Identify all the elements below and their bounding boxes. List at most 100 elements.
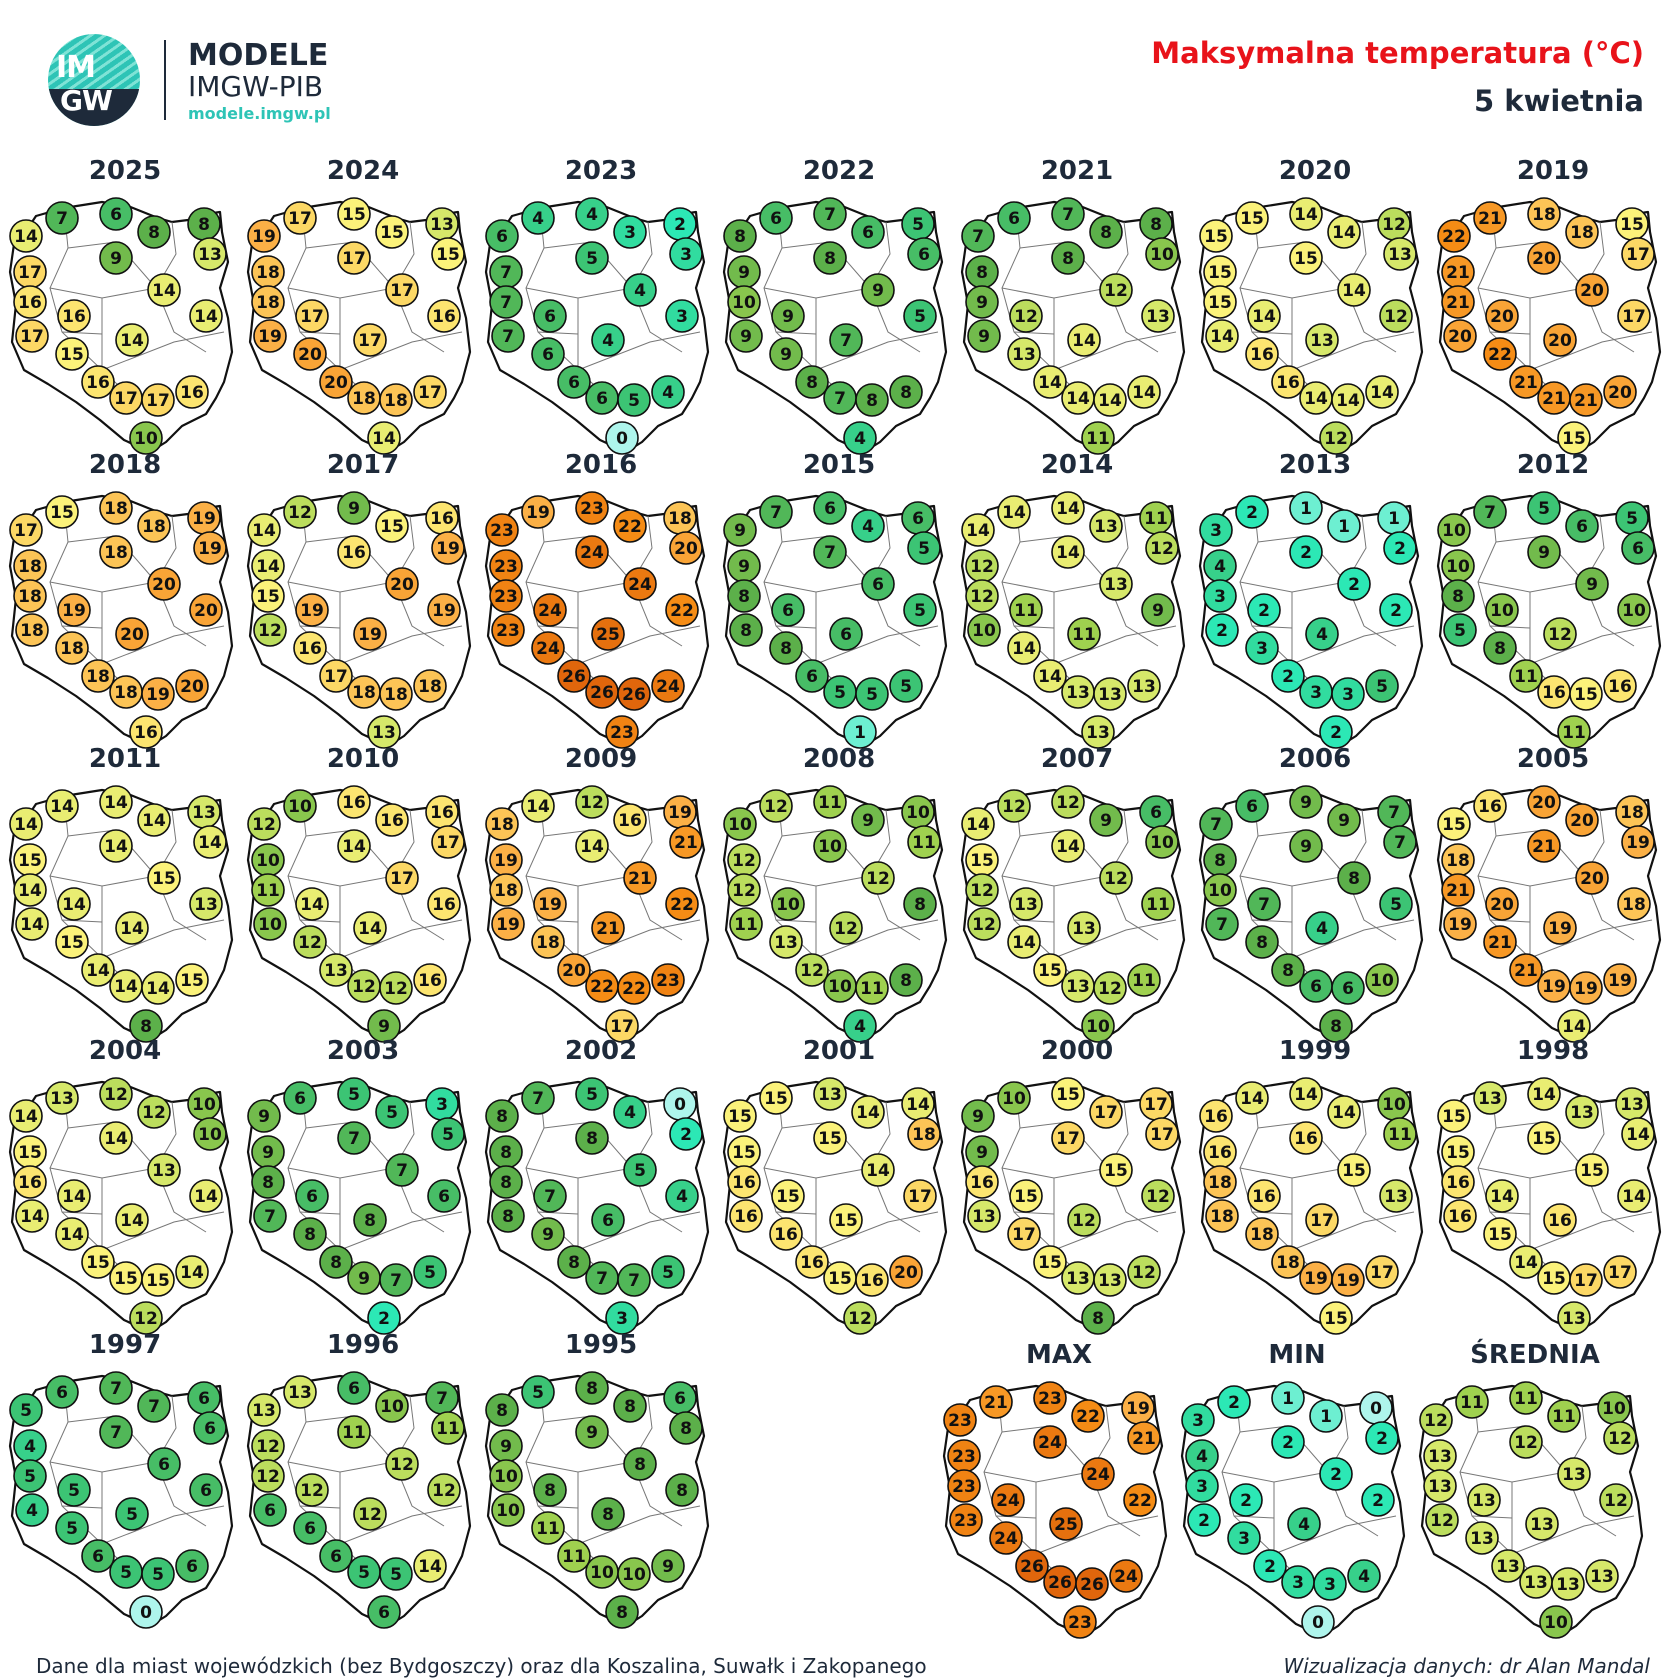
temperature-label: 14 (1304, 389, 1328, 409)
temperature-dot (729, 1199, 763, 1233)
temperature-dot (1379, 1179, 1413, 1213)
temperature-label: 18 (104, 499, 128, 519)
temperature-label: 14 (256, 557, 280, 577)
logo-divider (164, 40, 166, 120)
map-panel-title: 2010 (326, 744, 400, 774)
temperature-dot (1007, 925, 1041, 959)
temperature-label: 24 (628, 575, 652, 595)
station-marker-krakow: 15 (141, 1263, 175, 1297)
station-marker-warszawa: 13 (147, 1153, 181, 1187)
temperature-label: 19 (432, 601, 456, 621)
temperature-label: 25 (1054, 1515, 1078, 1535)
station-marker-zielona-gora: 14 (15, 1199, 49, 1233)
temperature-dot (9, 513, 43, 547)
temperature-label: 15 (1562, 429, 1586, 449)
logo-url[interactable]: modele.imgw.pl (188, 104, 331, 123)
temperature-label: 9 (348, 499, 360, 519)
station-marker-zakopane: 11 (1557, 715, 1591, 749)
temperature-dot (57, 299, 91, 333)
station-marker-krakow: 18 (379, 677, 413, 711)
temperature-label: 16 (134, 723, 158, 743)
station-marker-bialystok: 10 (193, 1117, 227, 1151)
logo-badge-top: IM (56, 50, 96, 85)
station-marker-suwalki: 10 (1377, 1087, 1411, 1121)
station-marker-lodz: 16 (1247, 1179, 1281, 1213)
temperature-dot (1331, 383, 1365, 417)
temperature-dot (989, 1521, 1023, 1555)
temperature-dot (15, 319, 49, 353)
station-marker-zielona-gora: 18 (1205, 1199, 1239, 1233)
station-marker-zielona-gora: 19 (253, 319, 287, 353)
temperature-label: 20 (894, 1263, 918, 1283)
temperature-label: 20 (152, 575, 176, 595)
station-marker-bialystok: 18 (907, 1117, 941, 1151)
temperature-label: 15 (1542, 1269, 1566, 1289)
station-marker-warszawa: 12 (385, 1447, 419, 1481)
temperature-dot (1141, 1179, 1175, 1213)
temperature-label: 8 (780, 639, 792, 659)
temperature-label: 9 (1538, 543, 1550, 563)
station-marker-lublin: 2 (1361, 1483, 1395, 1517)
temperature-dot (533, 299, 567, 333)
temperature-label: 5 (628, 391, 640, 411)
temperature-label: 14 (1038, 667, 1062, 687)
page-title: Maksymalna temperatura (°C) (1151, 36, 1644, 70)
temperature-dot (189, 593, 223, 627)
temperature-dot (1621, 1117, 1655, 1151)
station-marker-krakow: 11 (855, 971, 889, 1005)
station-marker-rzeszow: 12 (1127, 1255, 1161, 1289)
logo-name-line1: MODELE (188, 38, 329, 73)
station-marker-koszalin: 13 (1473, 1081, 1507, 1115)
temperature-label: 9 (734, 521, 746, 541)
temperature-label: 13 (152, 1161, 176, 1181)
station-marker-poznan: 18 (489, 873, 523, 907)
temperature-dot (337, 1415, 371, 1449)
temperature-label: 0 (1370, 1399, 1382, 1419)
station-marker-rzeszow: 6 (175, 1549, 209, 1583)
temperature-dot (1051, 241, 1085, 275)
voivodeship-border (1013, 1211, 1055, 1215)
temperature-dot (1509, 659, 1543, 693)
temperature-label: 20 (180, 677, 204, 697)
temperature-dot (141, 1263, 175, 1297)
temperature-label: 9 (978, 327, 990, 347)
temperature-label: 17 (908, 1187, 932, 1207)
temperature-dot (613, 1095, 647, 1129)
station-marker-koszalin: 11 (1455, 1385, 1489, 1419)
temperature-label: 16 (970, 1173, 994, 1193)
temperature-label: 14 (14, 1107, 38, 1127)
temperature-dot (293, 1217, 327, 1251)
station-marker-wroclaw: 15 (1483, 1217, 1517, 1251)
temperature-dot (531, 337, 565, 371)
temperature-label: 4 (24, 1437, 36, 1457)
temperature-label: 9 (780, 345, 792, 365)
station-marker-szczecin: 13 (247, 1393, 281, 1427)
station-marker-katowice: 13 (1519, 1565, 1553, 1599)
station-marker-suwalki: 0 (663, 1087, 697, 1121)
temperature-dot (81, 953, 115, 987)
station-marker-lublin: 14 (1617, 1179, 1651, 1213)
station-marker-zielona-gora: 2 (1187, 1503, 1221, 1537)
temperature-dot (605, 1301, 639, 1335)
temperature-dot (617, 677, 651, 711)
temperature-label: 10 (818, 837, 842, 857)
temperature-dot (1441, 579, 1475, 613)
temperature-dot (1093, 1263, 1127, 1297)
station-marker-lublin: 20 (189, 593, 223, 627)
station-marker-rzeszow: 5 (889, 669, 923, 703)
station-marker-lublin: 5 (903, 299, 937, 333)
temperature-dot (251, 285, 285, 319)
temperature-label: 6 (438, 1187, 450, 1207)
station-marker-krakow: 21 (1569, 383, 1603, 417)
temperature-label: 14 (20, 915, 44, 935)
temperature-label: 23 (1068, 1613, 1092, 1633)
station-marker-warszawa: 24 (623, 567, 657, 601)
temperature-dot (795, 1245, 829, 1279)
station-marker-poznan: 18 (251, 285, 285, 319)
temperature-label: 15 (764, 1089, 788, 1109)
station-marker-wroclaw: 14 (55, 1217, 89, 1251)
